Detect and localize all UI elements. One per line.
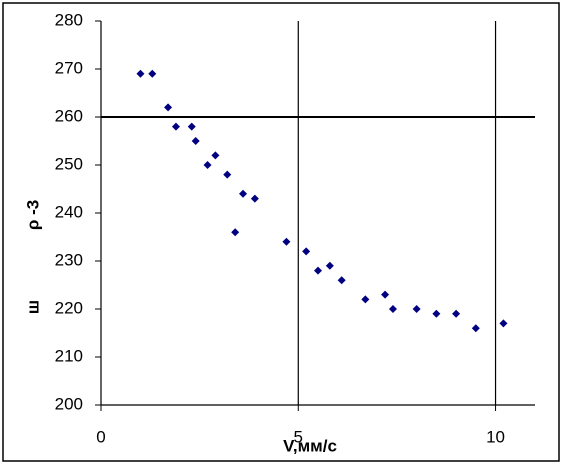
scatter-point xyxy=(314,266,322,275)
scatter-point xyxy=(282,237,291,246)
scatter-point xyxy=(164,103,173,112)
scatter-point xyxy=(388,305,397,313)
y-tick-label: 200 xyxy=(55,394,83,413)
scatter-point xyxy=(452,309,461,318)
scatter-point xyxy=(250,194,259,203)
y-tick-label: 230 xyxy=(55,250,83,269)
y-tick-label: 280 xyxy=(55,10,83,29)
scatter-point xyxy=(191,137,200,145)
scatter-point xyxy=(361,295,370,304)
scatter-point xyxy=(136,69,145,78)
scatter-point xyxy=(302,247,311,256)
scatter-point xyxy=(171,122,180,131)
x-tick-label: 0 xyxy=(96,427,105,446)
y-tick-label: 220 xyxy=(55,298,83,317)
scatter-point xyxy=(471,324,480,333)
scatter-point xyxy=(223,170,232,179)
scatter-point xyxy=(337,276,346,285)
scatter-point xyxy=(432,309,441,318)
y-tick-label: 270 xyxy=(55,58,83,77)
scatter-point xyxy=(412,305,421,313)
x-tick-label: 5 xyxy=(294,427,303,446)
plot-area xyxy=(101,21,535,405)
scatter-point xyxy=(239,189,248,198)
scatter-point xyxy=(148,69,157,78)
scatter-point xyxy=(203,161,212,169)
x-tick-label: 10 xyxy=(486,427,505,446)
scatter-point xyxy=(381,290,390,299)
scatter-point xyxy=(187,122,196,131)
x-axis-label: V,мм/с xyxy=(283,436,337,455)
scatter-point xyxy=(231,228,240,237)
scatter-point xyxy=(211,151,220,160)
y-tick-label: 260 xyxy=(55,106,83,125)
scatter-point xyxy=(499,319,508,328)
y-axis-label: ρ -3 xyxy=(23,200,42,230)
y-axis-label-mark: ш xyxy=(23,300,42,314)
y-tick-label: 240 xyxy=(55,202,83,221)
y-tick-label: 250 xyxy=(55,154,83,173)
y-tick-label: 210 xyxy=(55,346,83,365)
scatter-point xyxy=(325,261,334,270)
